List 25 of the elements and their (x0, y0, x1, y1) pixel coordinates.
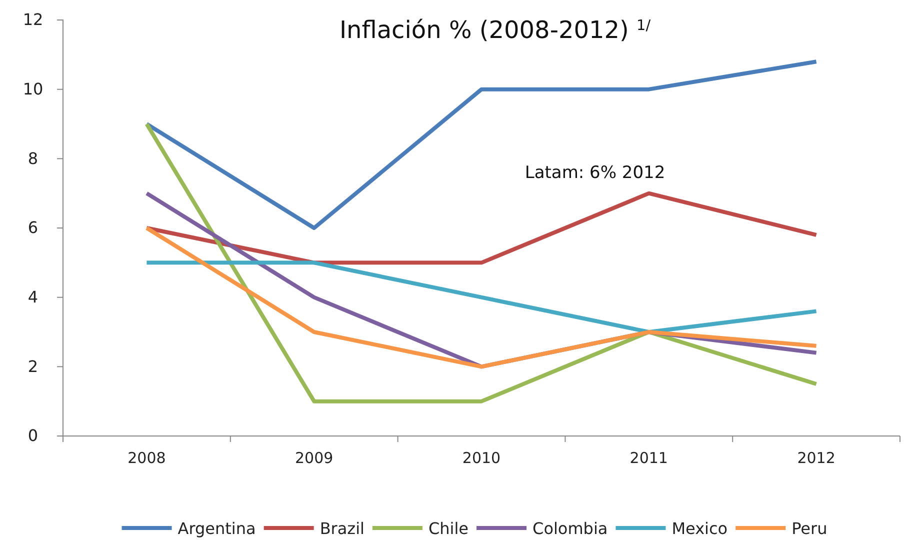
line-series (144, 60, 818, 230)
x-tick-label: 2009 (295, 449, 334, 467)
legend-label: Brazil (320, 519, 364, 538)
legend-label: Argentina (178, 519, 256, 538)
line-series (144, 260, 818, 334)
line-series (144, 122, 818, 404)
y-tick-label: 4 (28, 287, 38, 306)
y-tick-label: 12 (22, 10, 44, 30)
legend-label: Peru (792, 519, 828, 538)
x-tick-label: 2010 (462, 449, 501, 467)
y-tick-label: 10 (22, 79, 44, 98)
chart-title: Inflación % (2008-2012) $^{1/}$ (339, 16, 651, 44)
legend-label: Mexico (672, 519, 728, 538)
line-series (144, 191, 818, 265)
y-tick-label: 2 (28, 356, 38, 376)
y-tick-label: 0 (28, 426, 38, 446)
line-series (144, 226, 818, 369)
legend-label: Chile (428, 519, 469, 538)
x-tick-label: 2011 (630, 449, 668, 467)
y-tick-label: 6 (28, 218, 38, 238)
x-tick-label: 2008 (128, 449, 166, 467)
legend-label: Colombia (532, 519, 608, 538)
x-tick-label: 2012 (797, 449, 836, 467)
annotation: Latam: 6% 2012 (524, 163, 666, 183)
y-tick-label: 8 (28, 148, 38, 168)
